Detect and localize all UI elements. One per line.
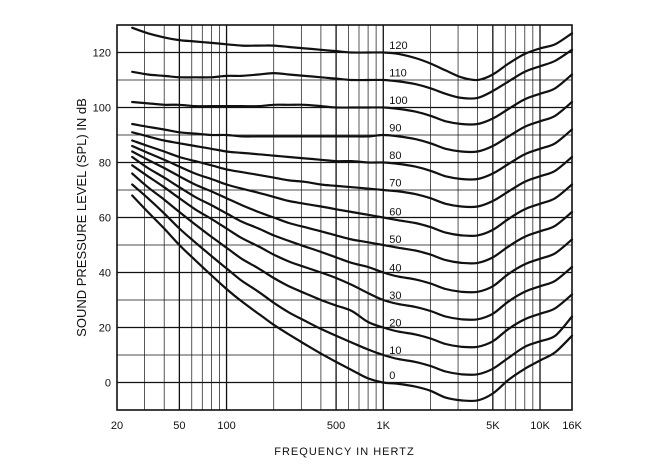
y-axis-ticks: 0 20 40 60 80 100 120 [93,48,111,390]
curve-label-70: 70 [389,177,401,189]
y-tick-label: 0 [105,378,111,390]
y-tick-label: 100 [93,103,111,115]
y-axis-title: SOUND PRESSURE LEVEL (SPL) IN dB [74,98,89,337]
x-tick-label: 50 [173,420,185,432]
curve-60-phon [131,144,574,238]
curve-label-80: 80 [389,150,401,162]
curve-label-20: 20 [389,318,401,330]
curve-label-50: 50 [389,234,401,246]
curve-110-phon [131,48,574,100]
curves [131,26,574,403]
curve-80-phon [131,128,574,181]
curve-70-phon [131,139,574,209]
y-tick-label: 20 [99,323,111,335]
curve-label-120: 120 [389,40,407,52]
x-tick-label: 500 [327,420,345,432]
x-tick-label: 16K [562,420,582,432]
curve-90-phon [131,100,574,154]
x-tick-label: 100 [217,420,235,432]
y-tick-label: 80 [99,158,111,170]
x-tick-label: 10K [530,420,550,432]
curve-20-phon [131,172,574,349]
x-tick-label: 5K [486,420,500,432]
curve-0-phon [131,194,574,403]
curve-label-40: 40 [389,263,401,275]
curve-120-phon [131,26,574,82]
x-tick-label: 1K [377,420,391,432]
y-tick-label: 120 [93,48,111,60]
curve-label-0: 0 [389,370,395,382]
curve-label-100: 100 [389,95,407,107]
curve-labels: 0 10 20 30 40 50 60 70 80 90 100 110 120 [389,40,407,382]
curve-label-90: 90 [389,122,401,134]
curve-label-60: 60 [389,206,401,218]
x-axis-title: FREQUENCY IN HERTZ [274,446,414,458]
curve-40-phon [131,155,574,294]
y-tick-label: 40 [99,268,111,280]
curve-30-phon [131,164,574,321]
curve-label-30: 30 [389,290,401,302]
x-axis-ticks: 20 50 100 500 1K 5K 10K 16K [111,420,583,432]
x-tick-label: 20 [111,420,123,432]
curve-100-phon [131,73,574,126]
curve-label-10: 10 [389,345,401,357]
y-tick-label: 60 [99,213,111,225]
curve-10-phon [131,183,574,376]
curve-label-110: 110 [389,67,407,79]
curve-50-phon [131,150,574,265]
